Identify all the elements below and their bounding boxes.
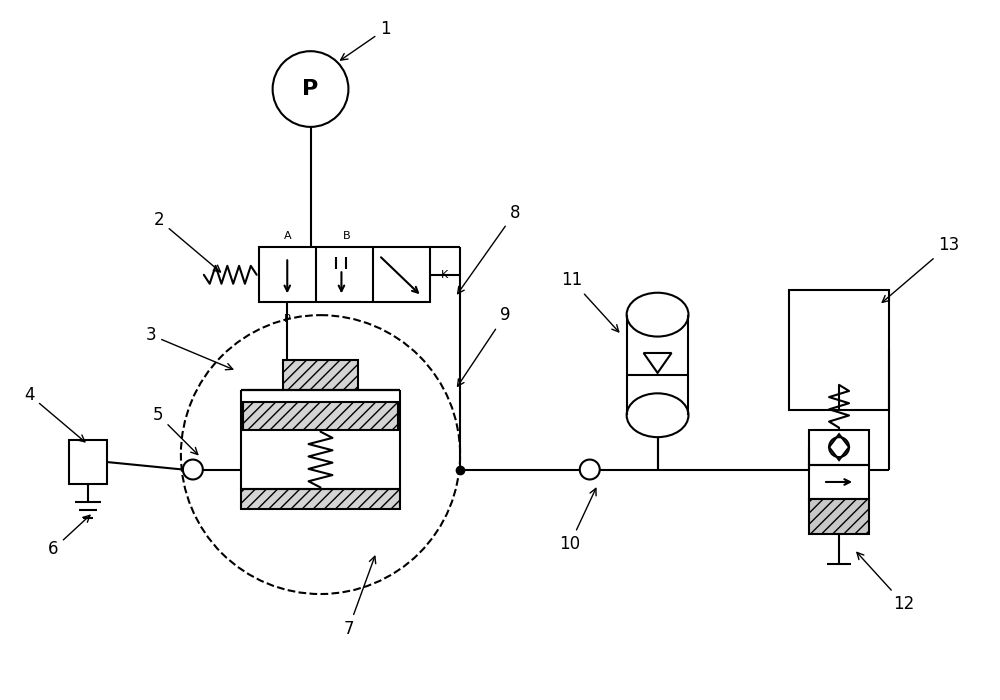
Text: 1: 1 (341, 20, 391, 60)
Text: 2: 2 (154, 211, 220, 272)
Bar (809, 499, 869, 534)
Text: 4: 4 (24, 386, 85, 442)
Text: 7: 7 (343, 556, 376, 638)
Text: 3: 3 (146, 326, 233, 370)
Text: 6: 6 (48, 515, 90, 558)
Text: 12: 12 (857, 552, 914, 613)
Bar (241, 489, 400, 510)
Bar (809, 430, 869, 465)
Text: A: A (283, 232, 291, 242)
Bar (789, 290, 889, 410)
Bar (809, 465, 869, 499)
Bar (243, 402, 398, 430)
Text: 8: 8 (458, 204, 520, 294)
Text: 13: 13 (882, 237, 959, 302)
Text: B: B (343, 232, 350, 242)
Text: K: K (441, 270, 448, 280)
Text: 11: 11 (561, 272, 619, 332)
Text: P: P (302, 79, 319, 99)
Text: 10: 10 (559, 489, 596, 553)
Text: 5: 5 (153, 406, 198, 454)
Bar (69, 440, 107, 484)
Bar (283, 360, 358, 390)
Text: 9: 9 (458, 306, 510, 386)
Bar (259, 247, 430, 302)
Text: P: P (284, 314, 291, 324)
